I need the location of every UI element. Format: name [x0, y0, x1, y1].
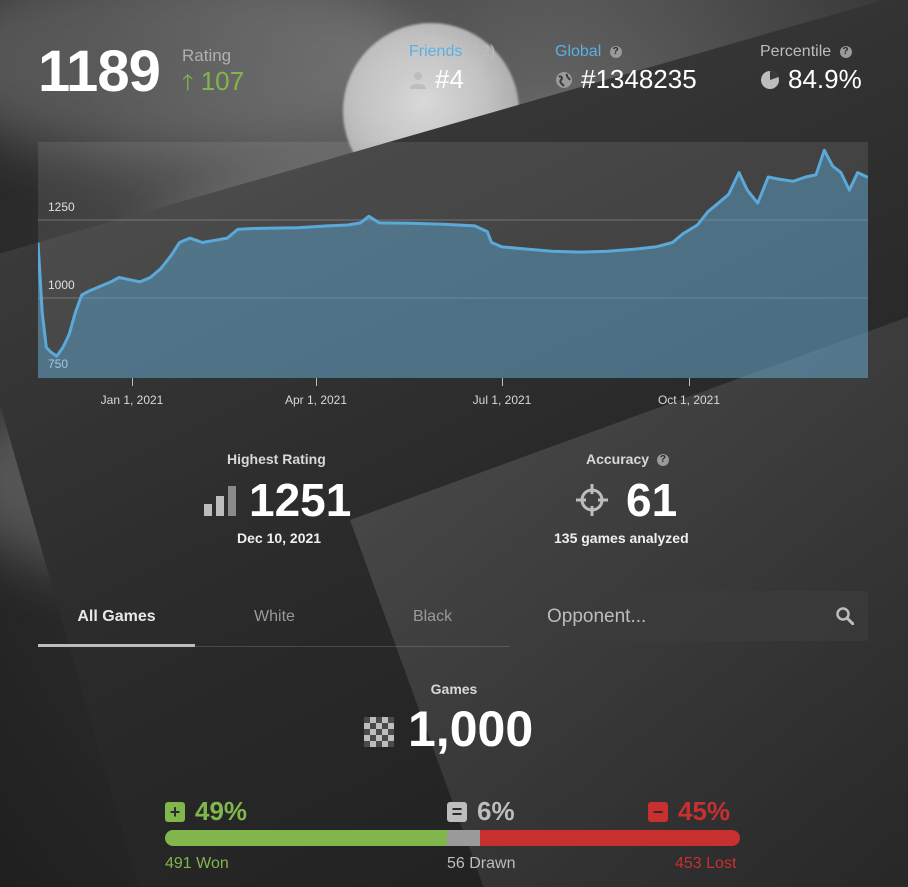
lost-count: 453 Lost	[675, 855, 737, 872]
rating-area	[38, 150, 868, 378]
y-tick-label: 1000	[48, 278, 75, 292]
minus-icon: −	[648, 801, 668, 822]
chessboard-icon	[364, 717, 394, 747]
tab-black[interactable]: Black	[412, 608, 453, 625]
rating-chart[interactable]: 1250 1000 750	[38, 142, 868, 378]
x-tick-label: Jul 1, 2021	[472, 393, 532, 407]
rating-line	[38, 148, 868, 358]
help-icon[interactable]: ?	[609, 45, 622, 58]
accuracy-value: 61	[626, 474, 678, 526]
percentile-label: Percentile	[760, 43, 832, 60]
x-tick-label: Jan 1, 2021	[100, 393, 164, 407]
drawn-percentage: = 6%	[447, 796, 515, 827]
highest-rating-date: Dec 10, 2021	[237, 530, 322, 546]
global-link[interactable]: Global	[555, 43, 602, 60]
x-tick-label: Apr 1, 2021	[284, 393, 348, 407]
search-icon[interactable]	[836, 607, 854, 625]
won-segment	[165, 830, 448, 846]
y-tick-label: 1250	[48, 200, 75, 214]
opponent-search-input[interactable]	[537, 591, 829, 643]
rating-label: Rating	[182, 46, 232, 65]
won-count: 491 Won	[165, 855, 229, 872]
highest-rating-label: Highest Rating	[227, 451, 326, 467]
opponent-search	[537, 591, 868, 643]
arrow-up-icon: 🡑	[182, 70, 194, 95]
equals-icon: =	[447, 801, 467, 822]
rating-chart-svg: 1250 1000 750	[38, 148, 868, 378]
games-total: 1,000	[408, 701, 534, 757]
won-percentage: + 49%	[165, 796, 247, 827]
global-rank: #1348235	[555, 64, 697, 95]
plus-icon: +	[165, 801, 185, 822]
friends-rank: #4	[409, 64, 464, 95]
highest-rating-value: 1251	[249, 474, 352, 526]
results-bar	[165, 830, 740, 846]
pie-icon	[761, 70, 779, 89]
accuracy-label: Accuracy	[586, 451, 650, 467]
percentile-label-row: Percentile ?	[760, 43, 852, 61]
help-icon[interactable]: ?	[839, 45, 852, 58]
tab-white[interactable]: White	[254, 608, 295, 625]
current-rating: 1189	[38, 39, 161, 104]
tab-all-games[interactable]: All Games	[77, 608, 156, 625]
active-tab-indicator	[38, 644, 195, 647]
friends-label-row[interactable]: Friends (12)	[409, 43, 495, 61]
rating-change: 🡑 107	[182, 66, 245, 96]
crosshair-icon	[576, 484, 608, 516]
percentile-value: 84.9%	[760, 64, 862, 95]
games-label: Games	[430, 681, 478, 697]
drawn-segment	[447, 830, 480, 846]
bar-chart-icon	[204, 486, 236, 516]
x-tick-label: Oct 1, 2021	[657, 393, 721, 407]
y-tick-label: 750	[48, 357, 68, 371]
games-analyzed: 135 games analyzed	[554, 530, 689, 546]
friends-link[interactable]: Friends	[409, 43, 463, 60]
friends-count: (12)	[466, 43, 496, 60]
accuracy-label-row: Accuracy ?	[586, 451, 669, 467]
drawn-count: 56 Drawn	[447, 855, 516, 872]
user-icon	[410, 71, 426, 89]
lost-percentage: − 45%	[648, 796, 730, 827]
globe-icon	[556, 71, 572, 88]
lost-segment	[479, 830, 740, 846]
help-icon[interactable]: ?	[656, 454, 669, 467]
global-label-row: Global ?	[555, 43, 622, 61]
